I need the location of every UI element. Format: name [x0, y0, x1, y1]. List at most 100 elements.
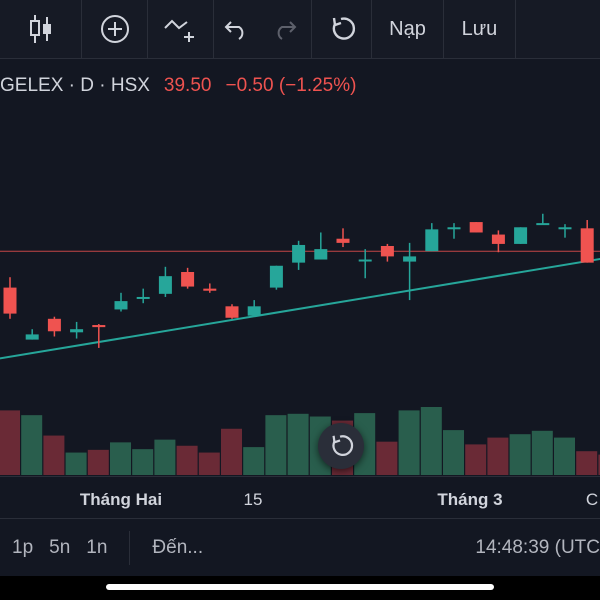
candle-body — [203, 288, 217, 291]
candle-body — [136, 296, 150, 299]
candle — [358, 249, 372, 279]
symbol-name[interactable]: GELEX · D · HSX — [0, 75, 150, 96]
volume-bar — [243, 447, 265, 475]
candle-body — [358, 259, 372, 262]
candle-body — [181, 272, 195, 287]
candle — [47, 316, 61, 337]
volume-bar — [21, 415, 43, 475]
volume-bar — [154, 439, 176, 475]
candle — [447, 223, 461, 239]
candle — [403, 242, 417, 301]
candle — [158, 266, 172, 297]
candles-icon[interactable] — [0, 0, 82, 58]
volume-bar — [443, 430, 464, 475]
indicator-add-icon[interactable] — [148, 0, 214, 58]
candle — [292, 240, 306, 270]
candle — [269, 265, 283, 290]
save-button[interactable]: Lưu — [444, 0, 516, 58]
candle — [3, 277, 17, 319]
candle-body — [425, 229, 439, 252]
candle — [558, 224, 572, 238]
candle — [247, 300, 261, 316]
candle — [136, 288, 150, 304]
candle-body — [558, 227, 572, 230]
timeframe-1n[interactable]: 1n — [86, 537, 108, 558]
candle-body — [292, 244, 306, 263]
xaxis-label-mar: Tháng 3 — [437, 490, 502, 509]
candles — [3, 213, 594, 348]
candle-body — [403, 256, 417, 262]
bottom-toolbar: 1p 5n 1n Đến... 14:48:39 (UTC — [0, 518, 600, 577]
volume-bar — [132, 449, 154, 475]
candle — [314, 232, 328, 260]
load-button[interactable]: Nạp — [372, 0, 444, 58]
volume-bar — [65, 452, 87, 475]
volume-bar — [465, 444, 487, 475]
candle — [425, 223, 439, 252]
volume-bar — [376, 441, 398, 475]
volume-bar — [576, 451, 598, 475]
top-toolbar: Nạp Lưu — [0, 0, 600, 59]
divider — [129, 531, 131, 565]
candle — [203, 283, 217, 293]
price-change: −0.50 (−1.25%) — [225, 75, 357, 96]
volume-bar — [509, 434, 531, 475]
last-price: 39.50 — [163, 75, 212, 96]
xaxis-label-15: 15 — [244, 490, 263, 509]
candle-body — [469, 222, 483, 233]
volume-bar — [87, 449, 109, 475]
candle-body — [114, 301, 128, 310]
candle-body — [247, 306, 261, 316]
clock-time: 14:48:39 (UTC — [475, 537, 600, 558]
candle — [469, 222, 483, 233]
volume-bar — [598, 454, 600, 475]
candle — [114, 292, 128, 312]
candle — [491, 230, 505, 253]
goto-date-button[interactable]: Đến... — [152, 537, 204, 558]
candle — [536, 213, 550, 226]
candle — [580, 220, 594, 263]
volume-bars — [0, 407, 600, 475]
candle-body — [269, 265, 283, 288]
candle-body — [380, 246, 394, 257]
volume-bar — [110, 442, 131, 475]
candle — [25, 329, 39, 340]
timeframe-1p[interactable]: 1p — [12, 537, 34, 558]
candle-body — [447, 227, 461, 230]
volume-bar — [198, 452, 220, 475]
candle-body — [92, 325, 106, 328]
candle-body — [47, 318, 61, 332]
redo-icon[interactable] — [258, 0, 312, 58]
volume-bar — [420, 407, 442, 475]
volume-bar — [531, 430, 553, 475]
volume-bar — [221, 428, 242, 475]
candle — [380, 243, 394, 262]
candle-body — [514, 227, 528, 244]
undo-icon[interactable] — [214, 0, 258, 58]
volume-bar — [265, 415, 287, 475]
candle-body — [25, 334, 39, 340]
volume-bar — [0, 410, 20, 475]
volume-bar — [554, 437, 575, 475]
reset-chart-button[interactable] — [318, 423, 364, 469]
volume-bar — [43, 435, 65, 475]
symbol-header: GELEX · D · HSX 39.50 −0.50 (−1.25%) — [0, 72, 356, 100]
candle — [336, 228, 350, 248]
candle-body — [536, 223, 550, 226]
xaxis-label-feb: Tháng Hai — [80, 490, 162, 509]
volume-bar — [287, 413, 309, 475]
volume-bar — [398, 410, 420, 475]
candle-body — [580, 228, 594, 263]
candle-body — [336, 238, 350, 243]
candle — [92, 324, 106, 348]
candle — [181, 267, 195, 289]
candle-body — [158, 276, 172, 294]
candle-body — [225, 306, 239, 318]
timeframe-5n[interactable]: 5n — [49, 537, 71, 558]
candle — [225, 304, 239, 319]
xaxis-label-cut: C — [586, 490, 598, 509]
home-indicator[interactable] — [106, 584, 494, 590]
add-circle-icon[interactable] — [82, 0, 148, 58]
refresh-icon[interactable] — [312, 0, 372, 58]
price-chart[interactable]: Tháng Hai 15 Tháng 3 C — [0, 110, 600, 515]
